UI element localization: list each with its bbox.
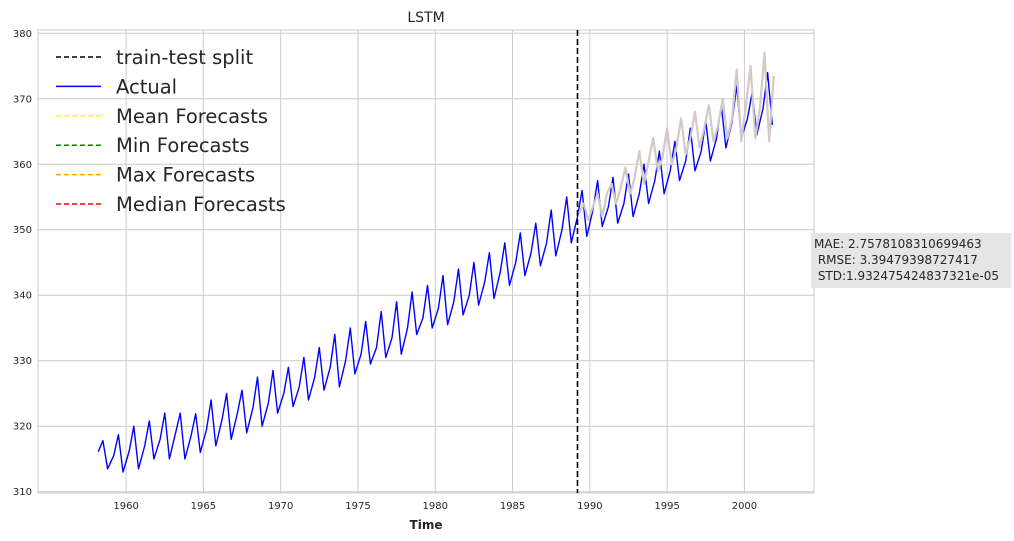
x-tick-label: 1985 bbox=[500, 501, 525, 512]
x-axis-label: Time bbox=[410, 518, 443, 532]
x-tick-label: 1975 bbox=[345, 501, 370, 512]
grid bbox=[38, 30, 814, 493]
legend-label: train-test split bbox=[116, 46, 253, 69]
series-line-forecasts bbox=[578, 51, 775, 221]
legend-label: Actual bbox=[116, 75, 177, 98]
x-ticks: 1960 1965 1970 1975 1980 1985 1990 1995 2000 bbox=[113, 501, 757, 512]
x-tick-label: 2000 bbox=[732, 501, 757, 512]
series-group bbox=[97, 51, 775, 473]
y-tick-label: 310 bbox=[13, 487, 32, 498]
plot-area bbox=[37, 29, 815, 494]
y-tick-label: 330 bbox=[13, 356, 32, 367]
x-tick-label: 1980 bbox=[423, 501, 448, 512]
legend: train-test split Actual Mean Forecasts Min … bbox=[56, 46, 286, 216]
legend-label: Median Forecasts bbox=[116, 193, 286, 216]
x-tick-label: 1990 bbox=[577, 501, 602, 512]
x-tick-label: 1960 bbox=[113, 501, 138, 512]
x-tick-label: 1965 bbox=[191, 501, 216, 512]
y-tick-label: 350 bbox=[13, 225, 32, 236]
y-tick-label: 320 bbox=[13, 422, 32, 433]
metrics-annotation: MAE: 2.7578108310699463 RMSE: 3.39479398… bbox=[811, 233, 1011, 288]
y-tick-label: 360 bbox=[13, 160, 32, 171]
x-tick-label: 1995 bbox=[654, 501, 679, 512]
legend-label: Max Forecasts bbox=[116, 164, 255, 187]
legend-label: Mean Forecasts bbox=[116, 105, 268, 128]
x-tick-label: 1970 bbox=[268, 501, 293, 512]
y-ticks: 310 320 330 340 350 360 370 380 bbox=[13, 29, 32, 498]
chart-title: LSTM bbox=[407, 10, 444, 26]
legend-label: Min Forecasts bbox=[116, 134, 249, 157]
y-tick-label: 380 bbox=[13, 29, 32, 40]
y-tick-label: 340 bbox=[13, 291, 32, 302]
y-tick-label: 370 bbox=[13, 94, 32, 105]
series-line-actual bbox=[97, 71, 773, 473]
